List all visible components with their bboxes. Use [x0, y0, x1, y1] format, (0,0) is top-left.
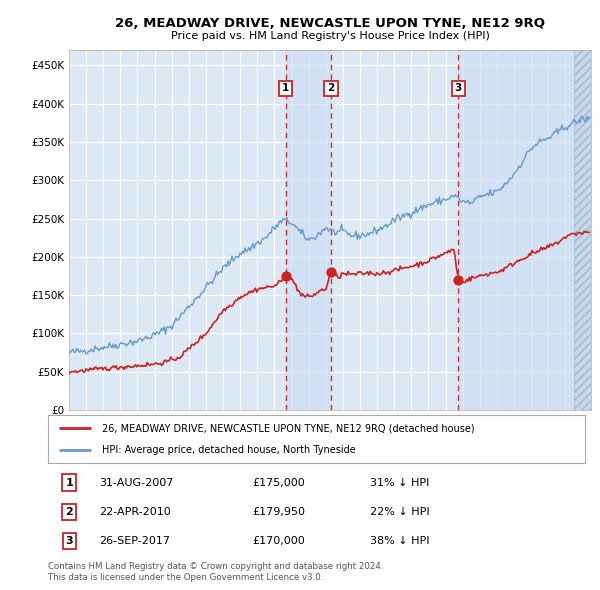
- Text: 26, MEADWAY DRIVE, NEWCASTLE UPON TYNE, NE12 9RQ (detached house): 26, MEADWAY DRIVE, NEWCASTLE UPON TYNE, …: [102, 423, 475, 433]
- Bar: [458, 50, 574, 410]
- Text: 3: 3: [65, 536, 73, 546]
- Bar: [574, 50, 591, 410]
- Text: 3: 3: [455, 83, 462, 93]
- Text: £179,950: £179,950: [252, 507, 305, 517]
- Text: £175,000: £175,000: [252, 477, 305, 487]
- Text: HPI: Average price, detached house, North Tyneside: HPI: Average price, detached house, Nort…: [102, 445, 355, 455]
- Text: Contains HM Land Registry data © Crown copyright and database right 2024.: Contains HM Land Registry data © Crown c…: [48, 562, 383, 571]
- Text: 26-SEP-2017: 26-SEP-2017: [99, 536, 170, 546]
- Text: 22-APR-2010: 22-APR-2010: [99, 507, 171, 517]
- Text: 31% ↓ HPI: 31% ↓ HPI: [370, 477, 430, 487]
- Text: 2: 2: [328, 83, 335, 93]
- Text: 26, MEADWAY DRIVE, NEWCASTLE UPON TYNE, NE12 9RQ: 26, MEADWAY DRIVE, NEWCASTLE UPON TYNE, …: [115, 17, 545, 30]
- Text: 38% ↓ HPI: 38% ↓ HPI: [370, 536, 430, 546]
- Text: £170,000: £170,000: [252, 536, 305, 546]
- Text: This data is licensed under the Open Government Licence v3.0.: This data is licensed under the Open Gov…: [48, 573, 323, 582]
- Bar: [574, 50, 591, 410]
- Text: 22% ↓ HPI: 22% ↓ HPI: [370, 507, 430, 517]
- Point: [326, 267, 336, 277]
- Text: 31-AUG-2007: 31-AUG-2007: [99, 477, 173, 487]
- Bar: [286, 50, 331, 410]
- Text: 2: 2: [65, 507, 73, 517]
- Text: 1: 1: [65, 477, 73, 487]
- Point: [281, 271, 290, 281]
- Point: [454, 275, 463, 284]
- Text: 1: 1: [282, 83, 289, 93]
- Text: Price paid vs. HM Land Registry's House Price Index (HPI): Price paid vs. HM Land Registry's House …: [170, 31, 490, 41]
